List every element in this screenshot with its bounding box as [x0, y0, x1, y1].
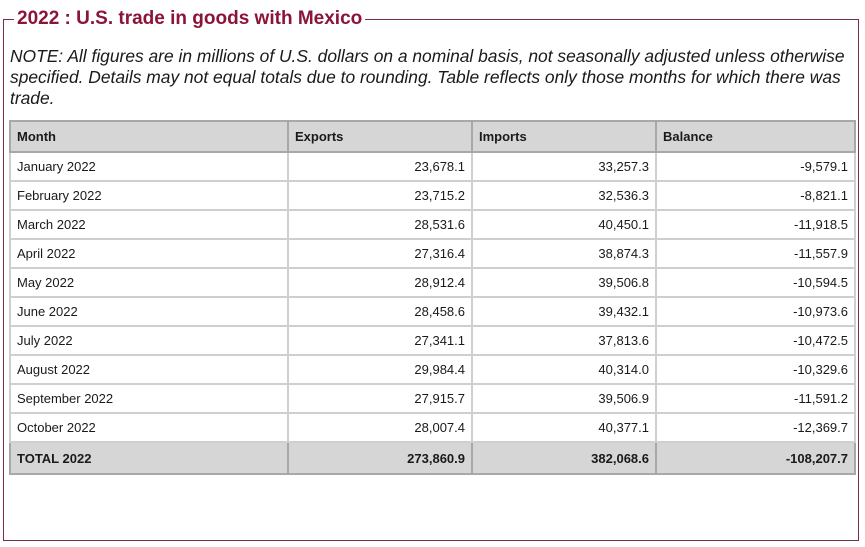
cell-balance: -10,329.6: [655, 354, 856, 385]
table-row: July 2022 27,341.1 37,813.6 -10,472.5: [9, 325, 856, 356]
cell-balance: -9,579.1: [655, 151, 856, 182]
table-row: October 2022 28,007.4 40,377.1 -12,369.7: [9, 412, 856, 443]
cell-imports: 37,813.6: [471, 325, 657, 356]
cell-exports: 28,458.6: [287, 296, 473, 327]
cell-exports: 23,678.1: [287, 151, 473, 182]
header-balance: Balance: [655, 120, 856, 153]
cell-month: May 2022: [9, 267, 289, 298]
cell-imports: 39,506.8: [471, 267, 657, 298]
cell-imports: 38,874.3: [471, 238, 657, 269]
cell-exports: 23,715.2: [287, 180, 473, 211]
table-row: January 2022 23,678.1 33,257.3 -9,579.1: [9, 151, 856, 182]
table-row: September 2022 27,915.7 39,506.9 -11,591…: [9, 383, 856, 414]
cell-balance: -8,821.1: [655, 180, 856, 211]
page-title: 2022 : U.S. trade in goods with Mexico: [14, 8, 366, 30]
cell-imports: 39,432.1: [471, 296, 657, 327]
cell-imports: 40,377.1: [471, 412, 657, 443]
cell-month: June 2022: [9, 296, 289, 327]
cell-month: July 2022: [9, 325, 289, 356]
header-exports: Exports: [287, 120, 473, 153]
cell-month: February 2022: [9, 180, 289, 211]
total-month: TOTAL 2022: [9, 441, 289, 475]
content-frame: [3, 19, 859, 541]
table-row: February 2022 23,715.2 32,536.3 -8,821.1: [9, 180, 856, 211]
header-month: Month: [9, 120, 289, 153]
cell-balance: -10,594.5: [655, 267, 856, 298]
header-imports: Imports: [471, 120, 657, 153]
cell-balance: -11,591.2: [655, 383, 856, 414]
cell-exports: 27,316.4: [287, 238, 473, 269]
table-row: May 2022 28,912.4 39,506.8 -10,594.5: [9, 267, 856, 298]
cell-balance: -11,918.5: [655, 209, 856, 240]
cell-imports: 33,257.3: [471, 151, 657, 182]
table-row: August 2022 29,984.4 40,314.0 -10,329.6: [9, 354, 856, 385]
table-row: March 2022 28,531.6 40,450.1 -11,918.5: [9, 209, 856, 240]
table-row: June 2022 28,458.6 39,432.1 -10,973.6: [9, 296, 856, 327]
cell-balance: -10,472.5: [655, 325, 856, 356]
cell-month: March 2022: [9, 209, 289, 240]
cell-balance: -12,369.7: [655, 412, 856, 443]
cell-month: September 2022: [9, 383, 289, 414]
total-exports: 273,860.9: [287, 441, 473, 475]
cell-exports: 27,341.1: [287, 325, 473, 356]
total-balance: -108,207.7: [655, 441, 856, 475]
cell-imports: 40,314.0: [471, 354, 657, 385]
cell-exports: 28,007.4: [287, 412, 473, 443]
cell-month: October 2022: [9, 412, 289, 443]
table-row: April 2022 27,316.4 38,874.3 -11,557.9: [9, 238, 856, 269]
note-text: NOTE: All figures are in millions of U.S…: [10, 46, 845, 108]
cell-exports: 28,912.4: [287, 267, 473, 298]
cell-balance: -10,973.6: [655, 296, 856, 327]
cell-month: August 2022: [9, 354, 289, 385]
cell-imports: 32,536.3: [471, 180, 657, 211]
cell-exports: 27,915.7: [287, 383, 473, 414]
cell-imports: 39,506.9: [471, 383, 657, 414]
table-header-row: Month Exports Imports Balance: [9, 120, 856, 153]
table-total-row: TOTAL 2022 273,860.9 382,068.6 -108,207.…: [9, 441, 856, 475]
cell-imports: 40,450.1: [471, 209, 657, 240]
cell-month: April 2022: [9, 238, 289, 269]
cell-balance: -11,557.9: [655, 238, 856, 269]
total-imports: 382,068.6: [471, 441, 657, 475]
trade-table: Month Exports Imports Balance January 20…: [9, 120, 856, 475]
cell-exports: 29,984.4: [287, 354, 473, 385]
cell-exports: 28,531.6: [287, 209, 473, 240]
cell-month: January 2022: [9, 151, 289, 182]
